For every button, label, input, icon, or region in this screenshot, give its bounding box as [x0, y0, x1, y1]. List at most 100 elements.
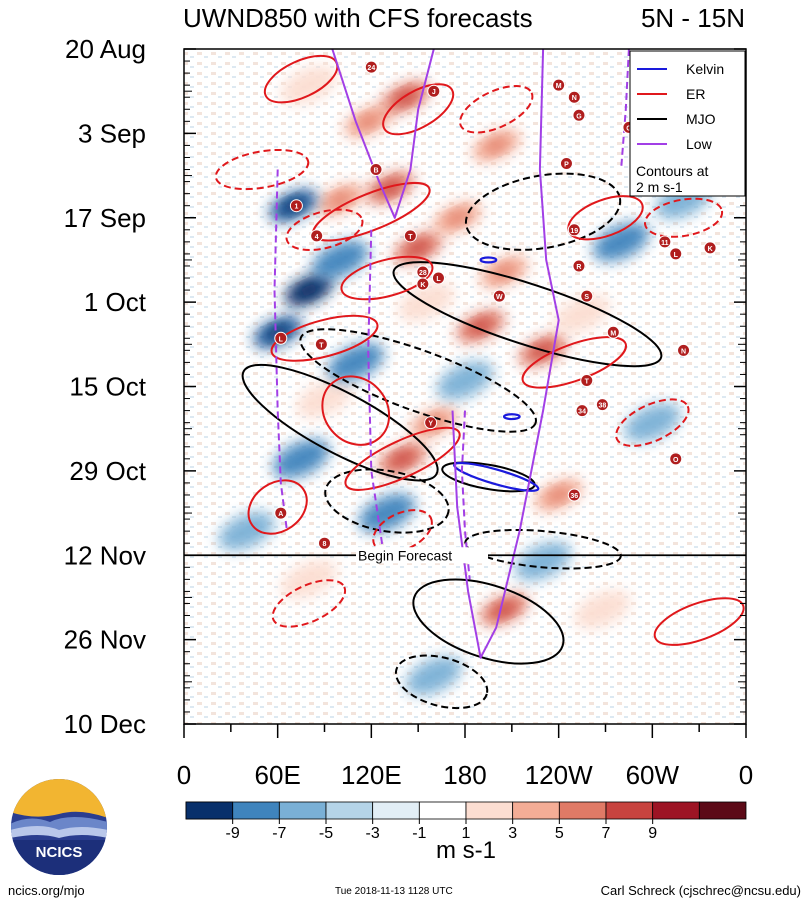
forecast-label-bg	[356, 547, 488, 564]
storm-marker-label: S	[584, 294, 589, 301]
storm-marker: R	[572, 259, 586, 273]
storm-marker: 34	[575, 404, 589, 418]
er-contour	[214, 148, 310, 191]
storm-marker-label: T	[319, 342, 324, 349]
storm-marker-dot	[427, 84, 441, 98]
legend-label-er: ER	[686, 86, 705, 102]
anomaly-core	[492, 264, 516, 280]
storm-marker-label: G	[626, 125, 632, 132]
anomaly-blob	[312, 240, 369, 280]
storm-marker-dot	[567, 488, 581, 502]
wave-contours	[214, 54, 745, 710]
storm-marker: L	[431, 271, 445, 285]
storm-marker-dot	[580, 289, 594, 303]
colorbar-box	[652, 801, 700, 820]
anomaly-blob	[593, 222, 650, 262]
colorbar-label: 1	[462, 825, 471, 842]
storm-marker: T	[580, 373, 594, 387]
storm-marker-label: K	[420, 282, 425, 289]
legend: Kelvin ER MJO Low Contours at 2 m s-1	[629, 50, 746, 197]
y-tick-label: 15 Oct	[69, 372, 146, 402]
x-tick-label: 60W	[626, 760, 680, 790]
mjo-contour	[299, 328, 537, 433]
anomaly-blob	[280, 560, 337, 599]
storm-marker: 36	[567, 488, 581, 502]
anomaly-blob	[574, 590, 631, 629]
anomaly-blob	[554, 294, 611, 334]
colorbar-box	[325, 801, 374, 820]
storm-marker-dot	[559, 157, 573, 171]
storm-marker-label: L	[674, 252, 679, 259]
storm-marker-label: M	[556, 83, 562, 90]
anomaly-core	[378, 180, 402, 196]
y-tick-label: 20 Aug	[65, 34, 146, 64]
storm-marker-dot	[289, 199, 303, 213]
mjo-contour	[394, 654, 489, 710]
colorbar-box	[278, 801, 327, 820]
storm-marker-label: W	[496, 294, 503, 301]
storm-marker: 38	[595, 398, 609, 412]
anomaly-core	[485, 137, 508, 153]
storm-marker: 4	[310, 229, 324, 243]
x-tick-label: 120E	[341, 760, 402, 790]
storm-marker: 19	[567, 223, 581, 237]
mjo-contour	[412, 578, 565, 665]
y-tick-label: 10 Dec	[64, 709, 146, 739]
footer-url[interactable]: ncics.org/mjo	[8, 883, 85, 898]
storm-marker-dot	[606, 325, 620, 339]
storm-marker-dot	[572, 108, 586, 122]
anomaly-core	[446, 210, 469, 226]
kelvin-contour	[479, 256, 498, 264]
footer-timestamp: Tue 2018-11-13 1128 UTC	[335, 886, 453, 897]
anomaly-blob	[280, 65, 337, 105]
colorbar-label: 5	[555, 825, 564, 842]
x-tick-label: 0	[177, 760, 191, 790]
ncics-logo: NCICS	[11, 779, 107, 875]
er-contour	[459, 85, 534, 134]
colorbar-box	[512, 801, 560, 820]
er-contour	[615, 398, 690, 447]
kelvin-contour	[502, 413, 521, 421]
colorbar-label: -7	[272, 825, 286, 842]
storm-marker: M	[552, 78, 566, 92]
storm-marker-dot	[572, 259, 586, 273]
storm-marker-label: 19	[570, 228, 578, 235]
storm-marker-label: N	[681, 348, 686, 355]
storm-marker-dot	[274, 506, 288, 520]
anomaly-blob	[405, 656, 462, 696]
colorbar-box	[232, 801, 280, 820]
storm-marker-dot	[677, 343, 691, 357]
storm-marker: K	[703, 241, 717, 255]
anomaly-field	[218, 65, 712, 696]
anomaly-core	[391, 451, 414, 467]
mjo-contour	[464, 172, 622, 251]
colorbar-box	[185, 801, 234, 820]
storm-marker-label: 8	[323, 541, 327, 548]
storm-marker: 11	[658, 235, 672, 249]
storm-marker: L	[274, 331, 288, 345]
storm-marker-dot	[424, 416, 438, 430]
low-path	[273, 169, 288, 532]
storm-marker: W	[492, 289, 506, 303]
anomaly-core	[469, 318, 492, 334]
y-tick-label: 26 Nov	[64, 625, 146, 655]
storm-marker-label: B	[373, 168, 378, 175]
y-tick-label: 3 Sep	[78, 118, 146, 148]
storm-marker: 24	[364, 60, 378, 74]
low-path	[451, 49, 560, 659]
storm-marker-label: J	[432, 89, 436, 96]
x-tick-label: 120W	[525, 760, 593, 790]
storm-marker: T	[403, 229, 417, 243]
storm-markers: 24 J M N G G P B 1 4 T 19 11 L K 28 K L R W S L T M N T 34 38 Y O 36 A 8	[274, 60, 717, 550]
colorbar-label: 9	[648, 825, 657, 842]
legend-note-line1: Contours at	[636, 163, 708, 179]
storm-marker-dot	[567, 90, 581, 104]
colorbar-label: -3	[366, 825, 380, 842]
storm-marker-dot	[575, 404, 589, 418]
storm-marker-dot	[403, 229, 417, 243]
legend-label-low: Low	[686, 136, 713, 152]
mjo-contour	[241, 363, 439, 482]
anomaly-blob	[273, 439, 330, 479]
storm-marker-label: P	[564, 162, 569, 169]
colorbar-label: -1	[412, 825, 426, 842]
